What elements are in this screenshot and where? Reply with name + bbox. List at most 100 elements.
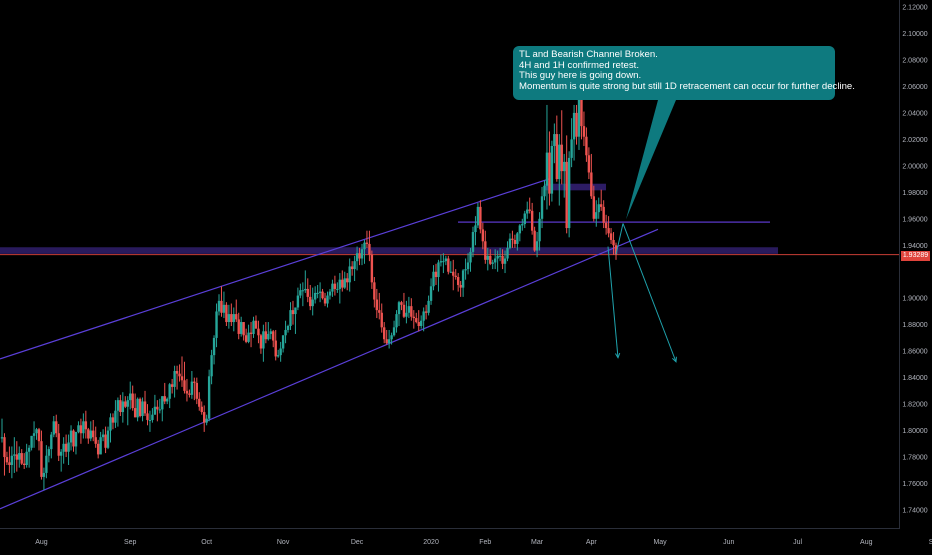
candle-body bbox=[476, 206, 480, 226]
candle bbox=[447, 255, 450, 275]
candle-body bbox=[156, 406, 159, 410]
candle-body bbox=[592, 196, 596, 219]
candle-body bbox=[203, 412, 206, 423]
candle bbox=[244, 328, 248, 344]
candle-body bbox=[309, 296, 312, 307]
candle bbox=[193, 377, 196, 401]
candle bbox=[346, 273, 349, 291]
candle-body bbox=[225, 304, 228, 323]
candle-body bbox=[104, 434, 107, 448]
candle bbox=[32, 421, 36, 448]
y-tick-label: 2.12000 bbox=[902, 5, 927, 12]
candle-body bbox=[141, 401, 144, 417]
candle-body bbox=[55, 421, 58, 434]
candle bbox=[454, 269, 457, 280]
candle bbox=[456, 273, 460, 292]
candle bbox=[227, 304, 231, 329]
candle bbox=[373, 277, 376, 308]
candle bbox=[533, 226, 536, 252]
resistance-zone bbox=[545, 183, 606, 191]
candle-body bbox=[193, 381, 196, 383]
candle-body bbox=[461, 270, 465, 288]
candle-body bbox=[301, 290, 305, 292]
candle-body bbox=[148, 419, 152, 421]
x-tick-label: Dec bbox=[351, 539, 364, 546]
candle-body bbox=[158, 409, 162, 411]
candle-body bbox=[96, 443, 100, 455]
candle bbox=[506, 241, 509, 262]
candle bbox=[521, 218, 524, 231]
candle-body bbox=[567, 157, 571, 229]
candle bbox=[114, 400, 117, 428]
x-tick-label: Oct bbox=[201, 539, 212, 546]
candle-body bbox=[153, 406, 157, 415]
candle-body bbox=[412, 316, 415, 319]
candle bbox=[0, 418, 4, 443]
annotation-callout[interactable]: TL and Bearish Channel Broken. 4H and 1H… bbox=[513, 46, 855, 100]
candle bbox=[198, 392, 201, 411]
candle-body bbox=[365, 242, 369, 244]
candle-body bbox=[523, 213, 526, 225]
candle bbox=[459, 281, 462, 297]
candle bbox=[291, 300, 295, 325]
y-tick-label: 1.86000 bbox=[902, 349, 927, 356]
candle-body bbox=[424, 311, 428, 313]
candle-body bbox=[595, 212, 598, 219]
candle bbox=[210, 349, 213, 385]
candle bbox=[168, 382, 171, 409]
candle-body bbox=[526, 209, 529, 214]
candle bbox=[424, 304, 428, 320]
candle-body bbox=[501, 255, 504, 264]
candle bbox=[269, 328, 272, 340]
retracement-leg bbox=[615, 223, 624, 255]
candle-body bbox=[138, 398, 142, 417]
candle-body bbox=[580, 93, 583, 127]
candle-body bbox=[516, 233, 519, 244]
candle-body bbox=[419, 320, 423, 327]
candle bbox=[42, 467, 46, 491]
candle bbox=[350, 261, 354, 276]
candle bbox=[439, 254, 443, 267]
candle-body bbox=[346, 278, 349, 283]
candle-body bbox=[207, 376, 211, 419]
candle bbox=[464, 258, 467, 280]
candle bbox=[129, 381, 132, 410]
candle-body bbox=[215, 311, 218, 338]
candle bbox=[597, 197, 600, 219]
candle-body bbox=[136, 398, 139, 418]
candle-body bbox=[597, 204, 600, 213]
candle-body bbox=[397, 302, 401, 315]
candle bbox=[476, 202, 480, 229]
candle-body bbox=[313, 292, 317, 300]
candle-body bbox=[498, 255, 502, 257]
candle-body bbox=[252, 320, 255, 334]
candle bbox=[225, 302, 228, 327]
candle bbox=[94, 426, 97, 448]
candle-body bbox=[355, 253, 359, 262]
y-tick-label: 2.06000 bbox=[902, 84, 927, 91]
candle bbox=[313, 286, 317, 304]
candle bbox=[249, 322, 253, 348]
candle bbox=[489, 249, 492, 266]
candle-body bbox=[612, 239, 615, 246]
candle bbox=[518, 224, 522, 242]
candle bbox=[432, 265, 435, 291]
candle bbox=[380, 303, 383, 333]
candle bbox=[284, 320, 287, 344]
candle bbox=[301, 282, 305, 307]
candle bbox=[415, 312, 418, 324]
candle bbox=[133, 393, 137, 418]
candle-body bbox=[37, 429, 41, 442]
candle bbox=[217, 294, 221, 316]
candle bbox=[37, 427, 41, 451]
candle-body bbox=[235, 314, 238, 320]
candle bbox=[64, 434, 68, 458]
candle bbox=[575, 104, 578, 145]
candle-body bbox=[609, 233, 613, 240]
candle bbox=[526, 201, 529, 219]
candle-body bbox=[32, 433, 36, 436]
candle bbox=[126, 396, 129, 426]
candle bbox=[422, 307, 425, 332]
